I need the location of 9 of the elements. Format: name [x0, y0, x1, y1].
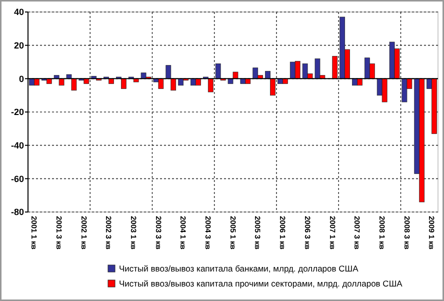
legend-label: Чистый ввоз/вывоз капитала прочими секторами, млрд. долларов США	[119, 278, 403, 288]
y-tick-label: 0	[18, 74, 24, 84]
y-tick-label: -80	[10, 207, 24, 218]
legend-label: Чистый ввоз/вывоз капитала банками, млрд. долларов США	[119, 263, 359, 274]
y-tick-label: -40	[10, 140, 24, 150]
y-tick-label: 40	[14, 7, 24, 18]
y-tick-label: 20	[14, 40, 24, 50]
y-tick-label: -20	[10, 107, 24, 118]
y-tick-label: -60	[10, 174, 24, 184]
